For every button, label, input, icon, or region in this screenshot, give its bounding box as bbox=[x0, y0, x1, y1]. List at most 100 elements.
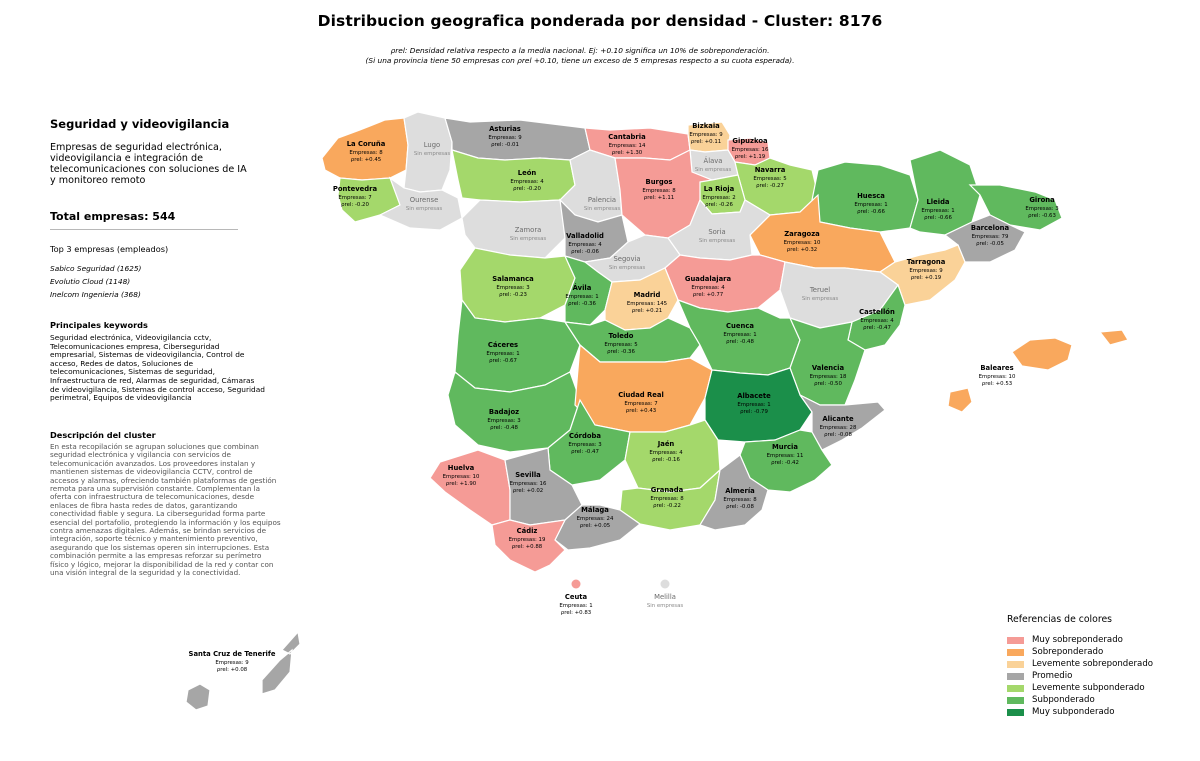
province-count: Empresas: 4 bbox=[860, 318, 894, 324]
province-rho: ρrel: -0.27 bbox=[756, 183, 784, 189]
province-count: Sin empresas bbox=[510, 236, 547, 242]
province-name: Gipuzkoa bbox=[732, 137, 768, 145]
province-name: Ourense bbox=[410, 196, 439, 204]
label-segovia: Segovia Sin empresas bbox=[609, 255, 646, 271]
province-count: Empresas: 16 bbox=[732, 147, 769, 153]
province-name: Sevilla bbox=[515, 471, 541, 479]
province-count: Empresas: 11 bbox=[767, 453, 804, 459]
province-count: Sin empresas bbox=[695, 167, 732, 173]
province-rho: ρrel: -0.08 bbox=[726, 504, 754, 510]
legend-item: Subponderado bbox=[1007, 694, 1095, 706]
province-rho: ρrel: +0.83 bbox=[561, 610, 591, 616]
province-name: Murcia bbox=[772, 443, 798, 451]
province-count: Empresas: 1 bbox=[486, 351, 519, 357]
province-count: Empresas: 3 bbox=[496, 285, 529, 291]
province-name: La Coruña bbox=[347, 140, 386, 148]
province-count: Empresas: 1 bbox=[723, 332, 756, 338]
province-count: Empresas: 9 bbox=[488, 135, 522, 141]
legend-swatch bbox=[1007, 708, 1024, 716]
province-count: Empresas: 8 bbox=[723, 497, 757, 503]
province-rho: ρrel: -0.79 bbox=[740, 409, 768, 415]
province-rho: ρrel: +0.11 bbox=[691, 139, 721, 145]
province-count: Empresas: 18 bbox=[810, 374, 847, 380]
province-name: Valladolid bbox=[566, 232, 604, 240]
province-name: Almería bbox=[725, 487, 755, 495]
province-name: Badajoz bbox=[489, 408, 519, 416]
province-baleares bbox=[947, 329, 1129, 413]
province-count: Empresas: 9 bbox=[909, 268, 943, 274]
province-name: Albacete bbox=[737, 392, 771, 400]
legend-item: Promedio bbox=[1007, 670, 1072, 682]
province-count: Empresas: 5 bbox=[753, 176, 786, 182]
divider bbox=[50, 229, 238, 230]
province-rho: ρrel: -0.20 bbox=[341, 202, 369, 208]
province-rho: ρrel: -0.48 bbox=[490, 425, 518, 431]
province-valencia bbox=[788, 316, 866, 406]
province-name: Huesca bbox=[857, 192, 885, 200]
label-soria: Soria Sin empresas bbox=[699, 228, 736, 244]
province-name: Ciudad Real bbox=[618, 391, 664, 399]
province-name: Valencia bbox=[812, 364, 845, 372]
legend-label: Levemente subponderado bbox=[1032, 683, 1145, 693]
label-lugo: Lugo Sin empresas bbox=[414, 141, 451, 157]
province-rho: ρrel: +0.77 bbox=[693, 292, 723, 298]
province-rho: ρrel: +0.02 bbox=[513, 488, 543, 494]
province-avila bbox=[563, 255, 613, 326]
province-rho: ρrel: +1.11 bbox=[644, 195, 674, 201]
label-ourense: Ourense Sin empresas bbox=[406, 196, 443, 212]
province-rho: ρrel: -0.48 bbox=[726, 339, 754, 345]
province-name: Guadalajara bbox=[685, 275, 732, 283]
province-rho: ρrel: +1.30 bbox=[612, 150, 643, 156]
cluster-heading: Seguridad y videovigilancia bbox=[50, 117, 230, 131]
province-rho: ρrel: -0.67 bbox=[489, 358, 517, 364]
legend-swatch bbox=[1007, 696, 1024, 704]
province-rho: ρrel: -0.47 bbox=[571, 449, 599, 455]
province-name: Santa Cruz de Tenerife bbox=[189, 650, 276, 658]
province-count: Empresas: 8 bbox=[642, 188, 676, 194]
legend-label: Muy sobreponderado bbox=[1032, 635, 1123, 645]
keywords-list: Seguridad electrónica, Videovigilancia c… bbox=[50, 333, 265, 403]
province-name: Cantabria bbox=[608, 133, 646, 141]
province-name: Huelva bbox=[448, 464, 475, 472]
label-melilla: Melilla Sin empresas bbox=[647, 593, 684, 609]
province-almeria bbox=[699, 454, 769, 531]
province-rho: ρrel: -0.47 bbox=[863, 325, 891, 331]
keywords-heading: Principales keywords bbox=[50, 320, 148, 330]
province-name: Madrid bbox=[634, 291, 661, 299]
province-rho: ρrel: +0.21 bbox=[632, 308, 662, 314]
province-name: Ceuta bbox=[565, 593, 588, 601]
province-count: Empresas: 2 bbox=[702, 195, 735, 201]
province-name: Baleares bbox=[980, 364, 1013, 372]
province-rho: ρrel: +0.19 bbox=[911, 275, 942, 281]
total-companies: Total empresas: 544 bbox=[50, 210, 176, 223]
province-name: Pontevedra bbox=[333, 185, 378, 193]
province-la-coruna bbox=[321, 117, 409, 181]
province-count: Empresas: 8 bbox=[349, 150, 383, 156]
subtitle-line-2: (Si una provincia tiene 50 empresas con … bbox=[365, 56, 795, 65]
province-count: Empresas: 4 bbox=[568, 242, 602, 248]
province-name: Toledo bbox=[609, 332, 634, 340]
province-name: Segovia bbox=[613, 255, 640, 263]
legend-item: Sobreponderado bbox=[1007, 646, 1103, 658]
province-santa-cruz-de-tenerife bbox=[185, 630, 301, 711]
map-subtitle: ρrel: Densidad relativa respecto a la me… bbox=[0, 46, 1160, 66]
top3-heading: Top 3 empresas (empleados) bbox=[50, 244, 169, 254]
province-rho: ρrel: +0.32 bbox=[787, 247, 817, 253]
province-rho: ρrel: -0.42 bbox=[771, 460, 799, 466]
province-girona bbox=[968, 184, 1063, 231]
province-count: Empresas: 24 bbox=[577, 516, 614, 522]
province-ceuta bbox=[571, 579, 581, 589]
province-name: Teruel bbox=[809, 286, 830, 294]
